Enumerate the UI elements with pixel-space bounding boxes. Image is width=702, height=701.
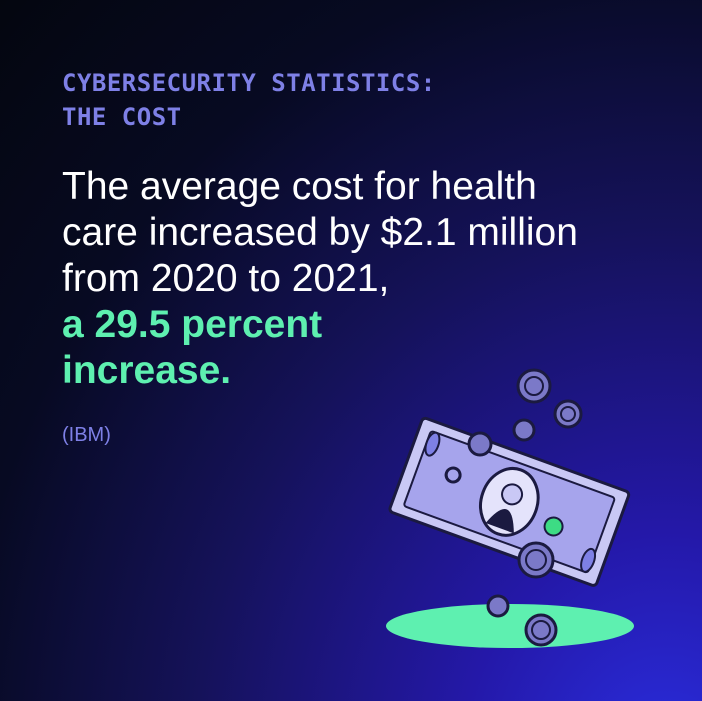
eyebrow-line: THE COST — [62, 103, 182, 131]
headline: The average cost for health care increas… — [62, 164, 578, 394]
eyebrow: CYBERSECURITY STATISTICS: THE COST — [62, 66, 436, 134]
highlight-line: a 29.5 percent — [62, 303, 323, 346]
highlight-line: increase. — [62, 349, 232, 392]
shadow — [386, 604, 634, 648]
headline-line: The average cost for health — [62, 165, 537, 208]
bill — [388, 416, 631, 587]
coin-details — [524, 376, 576, 640]
coins — [467, 368, 583, 647]
headline-line: care increased by $2.1 million — [62, 211, 578, 254]
eyebrow-line: CYBERSECURITY STATISTICS: — [62, 69, 436, 97]
source: (IBM) — [62, 424, 111, 446]
headline-line: from 2020 to 2021, — [62, 257, 390, 300]
